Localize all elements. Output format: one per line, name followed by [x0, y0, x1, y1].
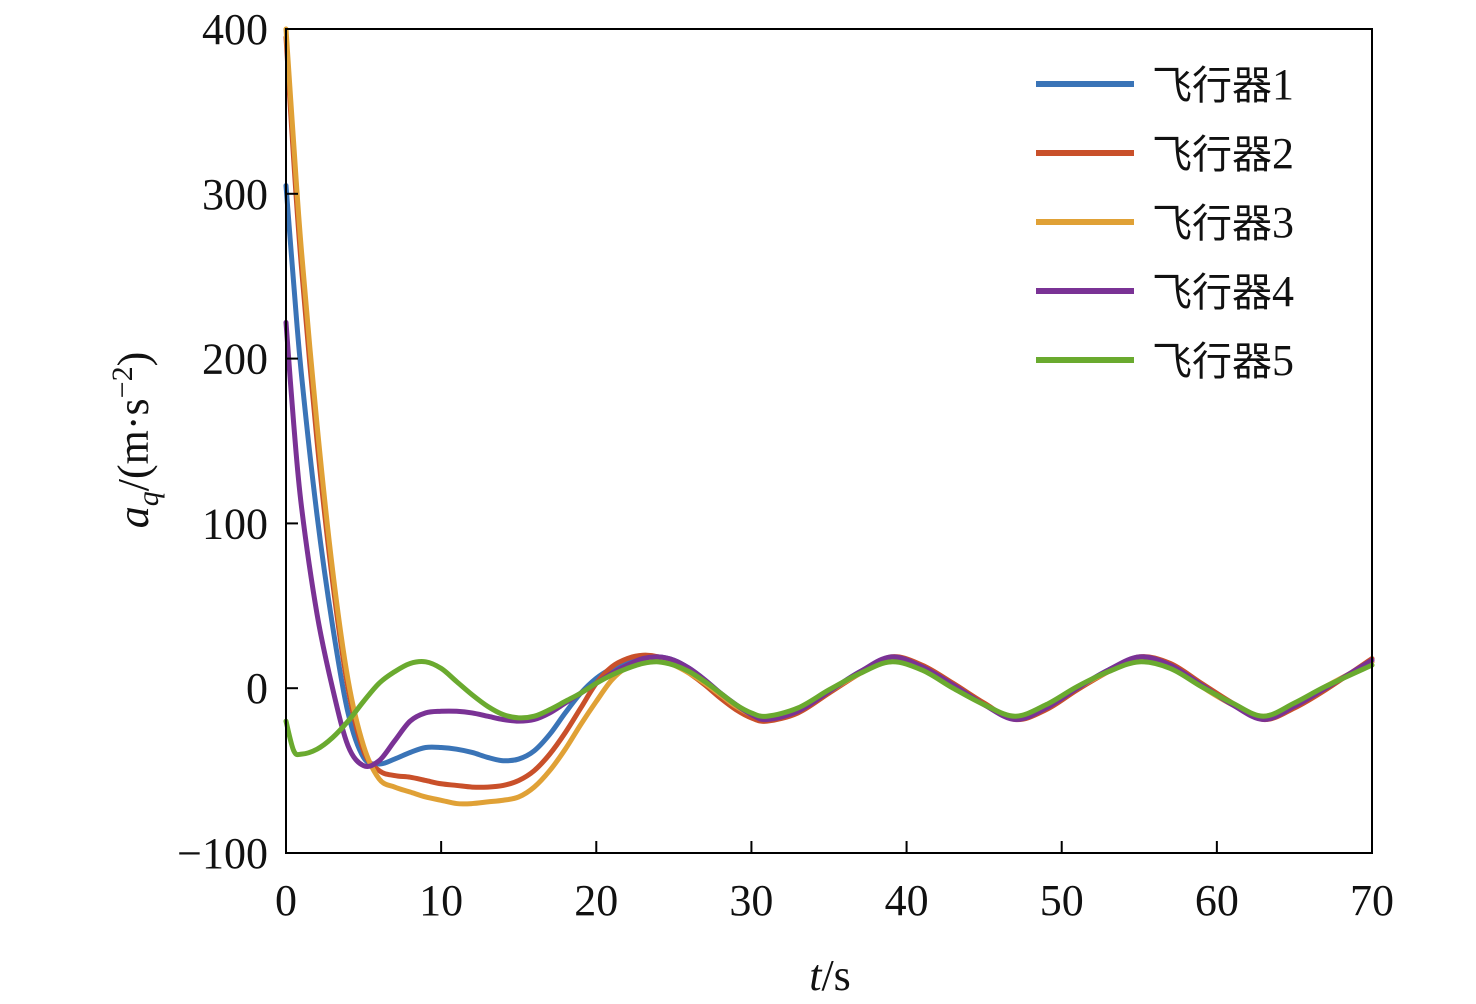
x-tick-label: 10 [419, 876, 463, 925]
y-tick-label: −100 [177, 829, 268, 878]
plot-area [283, 26, 1375, 807]
x-tick-label: 60 [1195, 876, 1239, 925]
legend-label-number: 5 [1272, 336, 1294, 385]
legend-label-2: 飞行器2 [1152, 129, 1294, 178]
legend-label-number: 1 [1272, 60, 1294, 109]
x-axis-label: t/s [809, 951, 851, 1000]
legend-label-text: 飞行器 [1152, 132, 1272, 178]
y-axis-label-unit: /(m·s [109, 398, 158, 491]
y-tick-label: 100 [202, 499, 268, 548]
y-axis-label-close: ) [109, 352, 158, 367]
x-axis-label-var: t [809, 951, 823, 1000]
legend-label-3: 飞行器3 [1152, 198, 1294, 247]
x-tick-label: 30 [729, 876, 773, 925]
y-tick-label: 0 [246, 664, 268, 713]
legend-label-text: 飞行器 [1152, 201, 1272, 247]
series-line-4 [283, 319, 1375, 769]
x-tick-label: 70 [1350, 876, 1394, 925]
y-axis-label-exp: −2 [106, 366, 139, 398]
series-line-5 [283, 659, 1375, 758]
y-axis-label-sub: q [132, 491, 165, 506]
y-axis-ticks: −100 0 100 200 300 400 [177, 5, 298, 878]
legend-label-number: 4 [1272, 267, 1294, 316]
y-tick-label: 200 [202, 335, 268, 384]
x-tick-label: 0 [275, 876, 297, 925]
y-axis-label-var: a [109, 506, 158, 528]
plot-frame [285, 28, 1373, 854]
x-tick-label: 40 [885, 876, 929, 925]
legend-label-5: 飞行器5 [1152, 336, 1294, 385]
y-tick-label: 400 [202, 5, 268, 54]
legend-label-text: 飞行器 [1152, 63, 1272, 109]
x-tick-label: 50 [1040, 876, 1084, 925]
legend-label-number: 3 [1272, 198, 1294, 247]
legend-label-text: 飞行器 [1152, 339, 1272, 385]
x-axis-ticks: 0 10 20 30 40 50 60 70 [275, 841, 1394, 925]
x-axis-label-unit: /s [821, 951, 850, 1000]
x-tick-label: 20 [574, 876, 618, 925]
legend-label-number: 2 [1272, 129, 1294, 178]
legend-label-1: 飞行器1 [1152, 60, 1294, 109]
legend-label-4: 飞行器4 [1152, 267, 1294, 316]
legend-label-text: 飞行器 [1152, 270, 1272, 316]
y-axis-label: aq/(m·s−2) [106, 352, 165, 528]
y-tick-label: 300 [202, 170, 268, 219]
